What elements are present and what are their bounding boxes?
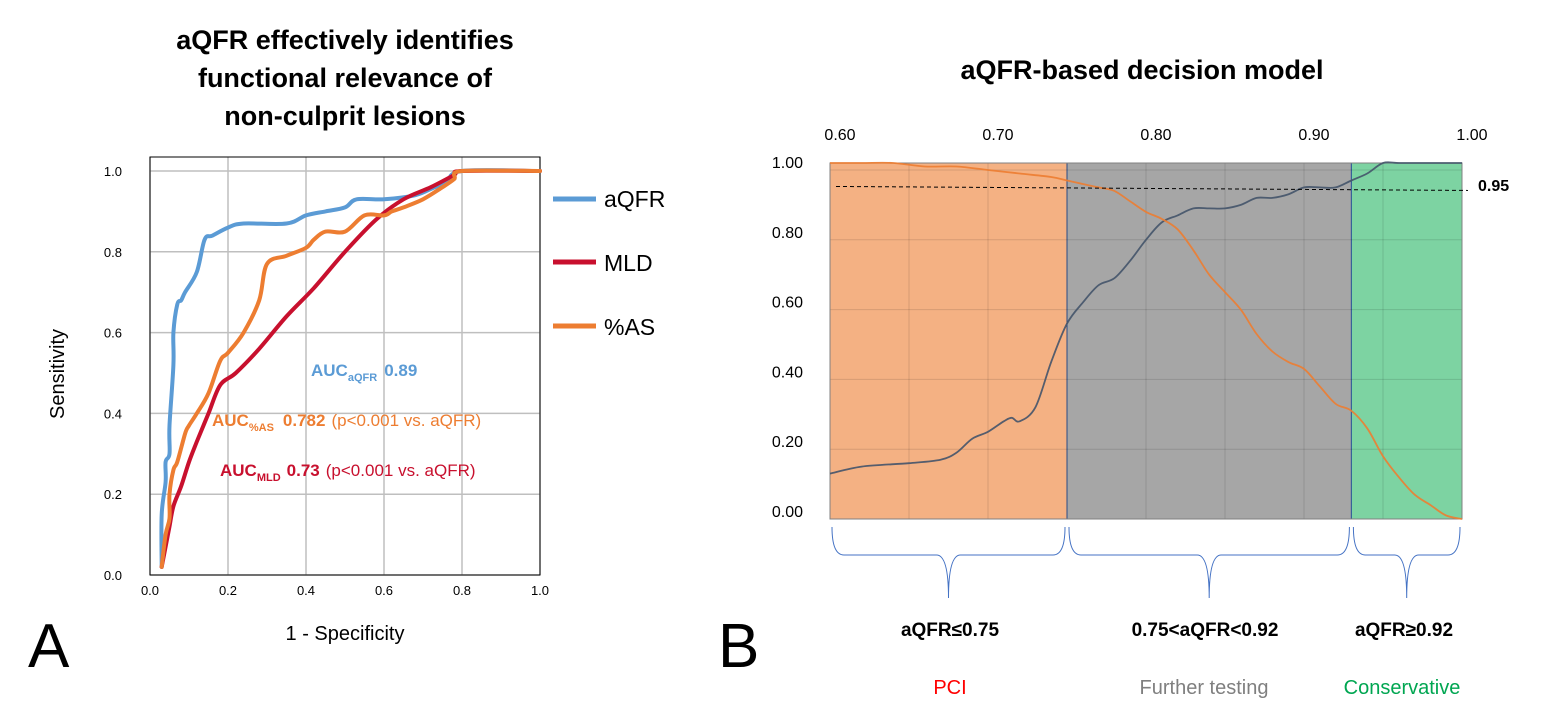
- roc-x-tick-labels: 0.0 0.2 0.4 0.6 0.8 1.0: [141, 583, 549, 598]
- roc-legend: aQFR MLD %AS: [553, 186, 665, 340]
- roc-plot-area: [149, 156, 541, 576]
- decision-y-tick-label: 0.80: [772, 225, 803, 242]
- decision-curve-rising: [829, 161, 1462, 475]
- panel-letter-a: A: [28, 612, 70, 681]
- decision-curves: [829, 161, 1463, 520]
- decision-y-tick-label: 0.60: [772, 295, 803, 312]
- legend-label-as: %AS: [604, 314, 655, 340]
- decision-x-tick-label: 0.90: [1298, 127, 1329, 144]
- roc-y-tick-label: 0.2: [104, 487, 122, 502]
- panel-a-title-line-2: functional relevance of: [198, 63, 493, 93]
- zone-braces: [831, 526, 1461, 599]
- zone-conservative-range: aQFR≥0.92: [1355, 620, 1453, 641]
- legend-label-mld: MLD: [604, 250, 653, 276]
- roc-y-tick-label: 0.8: [104, 245, 122, 260]
- decision-zones: [829, 162, 1463, 520]
- roc-x-axis-label: 1 - Specificity: [286, 623, 405, 645]
- auc-mld-annotation: AUCMLD 0.73 (p<0.001 vs. aQFR): [220, 461, 476, 484]
- roc-y-tick-label: 1.0: [104, 164, 122, 179]
- legend-label-aqfr: aQFR: [604, 186, 665, 212]
- decision-plot-area: [829, 162, 1463, 520]
- brace-pci: [831, 526, 1066, 599]
- zone-conservative-name: Conservative: [1344, 677, 1461, 699]
- panel-a: aQFR effectively identifies functional r…: [28, 25, 665, 681]
- decision-x-tick-label: 1.00: [1456, 127, 1487, 144]
- decision-y-tick-label: 0.00: [772, 504, 803, 521]
- panel-letter-b: B: [718, 612, 759, 681]
- roc-curves: [159, 168, 542, 569]
- decision-y-tick-label: 1.00: [772, 155, 803, 172]
- brace-conservative: [1352, 526, 1461, 599]
- roc-y-tick-label: 0.4: [104, 406, 122, 421]
- brace-further-testing: [1068, 526, 1350, 599]
- roc-x-tick-label: 1.0: [531, 583, 549, 598]
- zone-pci-band: [829, 162, 1068, 520]
- auc-aqfr-annotation: AUCaQFR 0.89: [311, 361, 417, 384]
- zone-further-range: 0.75<aQFR<0.92: [1132, 620, 1279, 641]
- panel-b: aQFR-based decision model 0.60 0.70 0.80 0.…: [718, 55, 1509, 699]
- auc-as-annotation: AUC%AS 0.782 (p<0.001 vs. aQFR): [212, 411, 481, 434]
- zone-pci-range: aQFR≤0.75: [901, 620, 1000, 641]
- zone-further-testing-band: [1066, 162, 1352, 520]
- decision-curve-falling: [830, 161, 1463, 520]
- decision-y-tick-label: 0.20: [772, 434, 803, 451]
- roc-x-tick-label: 0.2: [219, 583, 237, 598]
- panel-b-title: aQFR-based decision model: [960, 55, 1323, 85]
- roc-y-tick-label: 0.0: [104, 568, 122, 583]
- roc-y-tick-labels: 0.0 0.2 0.4 0.6 0.8 1.0: [104, 164, 122, 583]
- roc-x-tick-label: 0.8: [453, 583, 471, 598]
- decision-x-tick-label: 0.80: [1140, 127, 1171, 144]
- decision-x-tick-labels: 0.60 0.70 0.80 0.90 1.00: [824, 127, 1487, 144]
- zone-conservative-band: [1350, 162, 1463, 520]
- roc-x-tick-label: 0.4: [297, 583, 315, 598]
- roc-line-mld: [159, 168, 542, 569]
- roc-x-tick-label: 0.6: [375, 583, 393, 598]
- threshold-label: 0.95: [1478, 178, 1509, 195]
- roc-y-tick-label: 0.6: [104, 326, 122, 341]
- threshold-line: [835, 185, 1469, 191]
- decision-y-tick-labels: 0.00 0.20 0.40 0.60 0.80 1.00: [772, 155, 803, 521]
- roc-line-as: [159, 168, 542, 569]
- panel-a-title-line-3: non-culprit lesions: [224, 101, 466, 131]
- zone-further-name: Further testing: [1140, 677, 1269, 699]
- roc-y-axis-label: Sensitivity: [47, 329, 69, 419]
- panel-a-title-line-1: aQFR effectively identifies: [176, 25, 514, 55]
- decision-x-tick-label: 0.60: [824, 127, 855, 144]
- zone-pci-name: PCI: [933, 677, 966, 699]
- roc-x-tick-label: 0.0: [141, 583, 159, 598]
- decision-y-tick-label: 0.40: [772, 364, 803, 381]
- decision-x-tick-label: 0.70: [982, 127, 1013, 144]
